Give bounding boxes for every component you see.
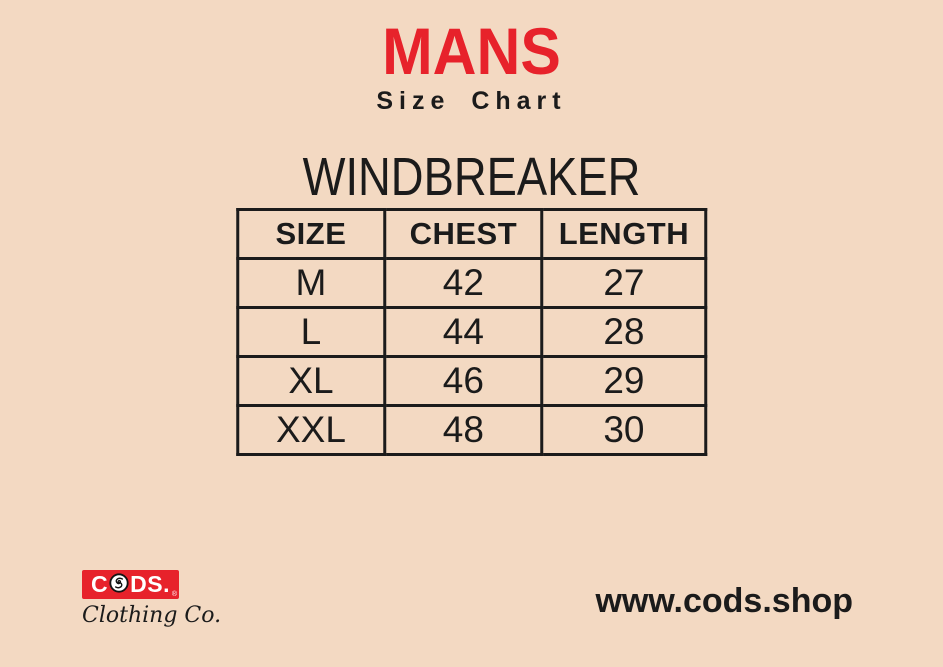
website-url: www.cods.shop: [595, 582, 853, 620]
brand-title: MANS: [382, 14, 561, 88]
cods-logo-tagline: Clothing Co.: [82, 603, 222, 628]
length-cell: 30: [540, 404, 708, 456]
product-title: WINDBREAKER: [302, 147, 641, 207]
table-row: XL 46 29: [235, 355, 708, 407]
chest-cell: 48: [383, 404, 544, 456]
cods-logo: C DS. ® Clothing Co.: [82, 570, 222, 628]
length-cell: 27: [540, 257, 708, 309]
length-cell: 28: [540, 306, 708, 358]
length-cell: 29: [540, 355, 708, 407]
col-header-size: SIZE: [235, 208, 387, 260]
chest-cell: 44: [383, 306, 544, 358]
table-row: M 42 27: [235, 257, 708, 309]
cods-logo-box: C DS. ®: [82, 570, 179, 599]
cods-logo-text-c: C: [91, 571, 109, 597]
cods-swirl-icon: [109, 572, 129, 597]
registered-mark: ®: [171, 591, 177, 598]
table-row: XXL 48 30: [235, 404, 708, 456]
col-header-length: LENGTH: [540, 208, 708, 260]
chest-cell: 46: [383, 355, 544, 407]
size-cell: M: [235, 257, 387, 309]
cods-logo-text-ds: DS.: [130, 571, 170, 597]
size-chart-table: SIZE CHEST LENGTH M 42 27 L 44 28 XL 46 …: [235, 208, 708, 456]
brand-subtitle: Size Chart: [376, 87, 567, 115]
table-header-row: SIZE CHEST LENGTH: [235, 208, 708, 260]
col-header-chest: CHEST: [383, 208, 544, 260]
size-cell: L: [235, 306, 387, 358]
size-cell: XXL: [235, 404, 387, 456]
size-cell: XL: [235, 355, 387, 407]
chest-cell: 42: [383, 257, 544, 309]
table-row: L 44 28: [235, 306, 708, 358]
